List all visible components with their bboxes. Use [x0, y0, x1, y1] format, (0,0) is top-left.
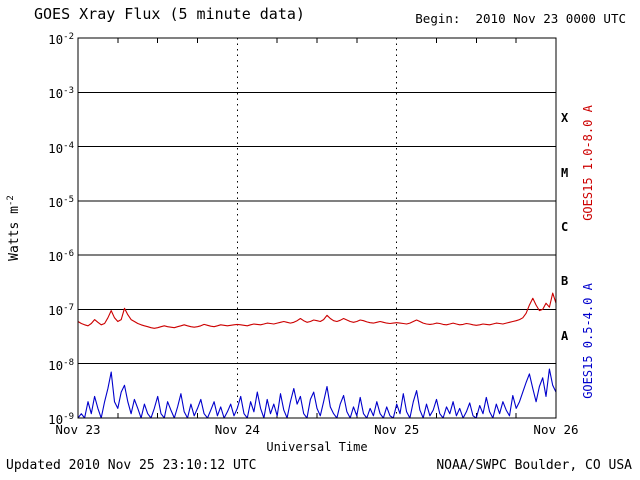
x-tick-label: Nov 25 — [374, 422, 420, 437]
y-tick-label: 10-8 — [34, 356, 74, 373]
y-tick-exponent: -6 — [63, 249, 74, 260]
flare-class-label: M — [561, 165, 569, 180]
legend-long-channel: GOES15 1.0-8.0 A — [581, 105, 595, 221]
y-tick-exponent: -2 — [63, 32, 74, 42]
x-tick-label: Nov 24 — [214, 422, 260, 437]
x-axis-title: Universal Time — [266, 440, 368, 454]
y-tick-base: 10 — [48, 140, 64, 156]
y-tick-exponent: -4 — [63, 140, 74, 151]
y-tick-base: 10 — [48, 249, 64, 265]
updated-timestamp: Updated 2010 Nov 25 23:10:12 UTC — [6, 458, 257, 473]
y-tick-exponent: -9 — [63, 412, 74, 422]
plot-border — [77, 37, 557, 419]
page-title: GOES Xray Flux (5 minute data) — [34, 5, 305, 23]
short-channel-line — [78, 368, 556, 418]
y-tick-label: 10-2 — [34, 30, 74, 47]
y-tick-exponent: -7 — [63, 303, 74, 314]
flare-class-label: B — [561, 274, 569, 289]
y-tick-base: 10 — [48, 32, 64, 48]
flare-class-label: A — [561, 328, 569, 343]
x-tick-label: Nov 23 — [55, 422, 101, 437]
y-axis-title-exponent: -2 — [5, 195, 16, 207]
y-tick-base: 10 — [48, 303, 64, 319]
y-tick-label: 10-5 — [34, 193, 74, 210]
y-tick-label: 10-6 — [34, 247, 74, 264]
long-channel-line — [78, 292, 556, 329]
y-axis-title: Watts m-2 — [6, 195, 22, 261]
legend-short-channel: GOES15 0.5-4.0 A — [581, 283, 595, 399]
y-tick-base: 10 — [48, 412, 64, 428]
x-tick-label: Nov 26 — [533, 422, 579, 437]
y-tick-exponent: -8 — [63, 357, 74, 368]
y-tick-label: 10-9 — [34, 410, 74, 427]
source-credit: NOAA/SWPC Boulder, CO USA — [436, 458, 632, 473]
y-axis-title-text: Watts m — [7, 206, 23, 261]
y-tick-base: 10 — [48, 86, 64, 102]
y-tick-exponent: -5 — [63, 194, 74, 205]
y-tick-label: 10-3 — [34, 84, 74, 101]
y-tick-exponent: -3 — [63, 86, 74, 97]
begin-time-label: Begin: 2010 Nov 23 0000 UTC — [415, 11, 626, 26]
y-tick-base: 10 — [48, 195, 64, 210]
y-tick-base: 10 — [48, 357, 64, 373]
y-tick-label: 10-7 — [34, 301, 74, 318]
flare-class-label: C — [561, 220, 569, 234]
flare-class-label: X — [561, 111, 569, 126]
y-tick-label: 10-4 — [34, 139, 74, 156]
